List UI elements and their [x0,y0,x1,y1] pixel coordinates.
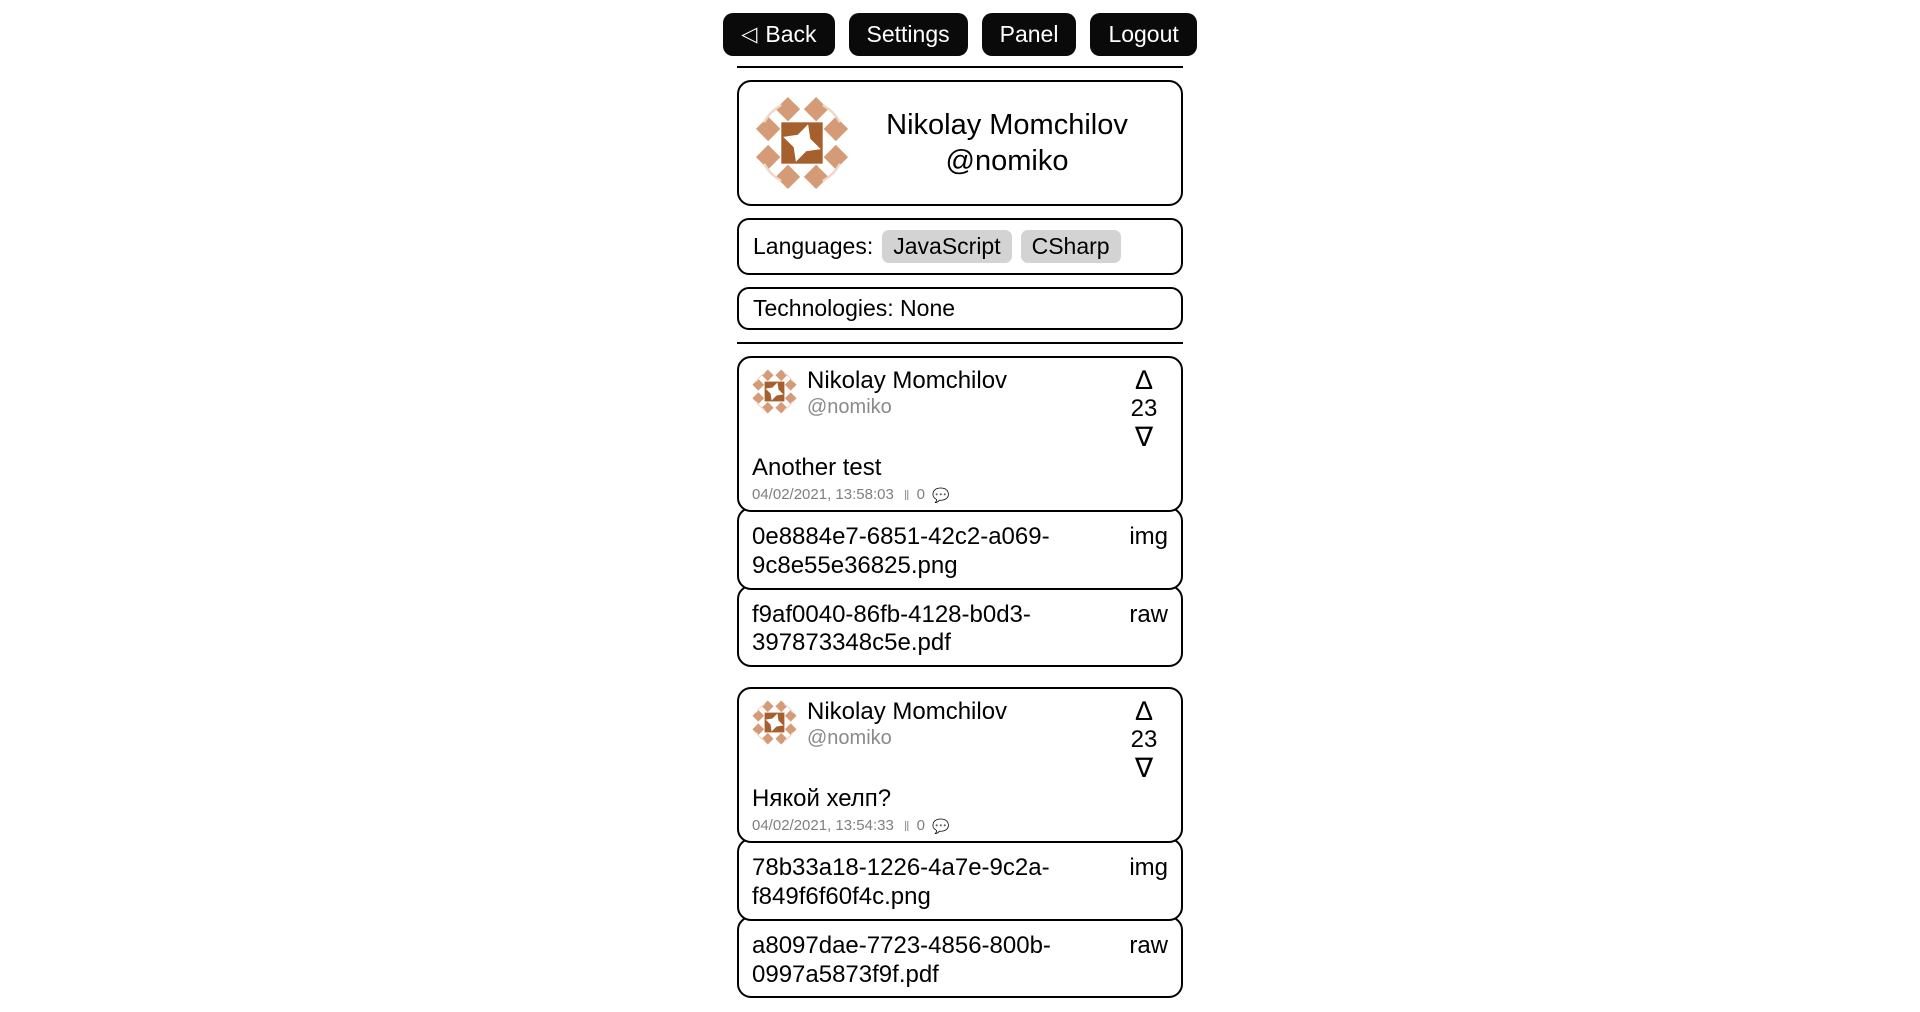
back-button[interactable]: ◁ Back [723,13,835,56]
back-button-label: Back [765,21,817,47]
attachment-row[interactable]: 0e8884e7-6851-42c2-a069-9c8e55e36825.png… [737,507,1183,590]
attachment-row[interactable]: f9af0040-86fb-4128-b0d3-397873348c5e.pdf… [737,584,1183,668]
back-arrow-icon: ◁ [741,23,758,46]
profile-name: Nikolay Momchilov [886,108,1128,141]
post-title: Някой хелп? [752,785,892,813]
post-group: Nikolay Momchilov @nomiko ∆ 23 ∇ Някой х… [737,687,1183,999]
comment-bubble-icon: 💬 [931,817,950,834]
posts-divider [737,342,1183,344]
post-author-handle: @nomiko [807,395,892,418]
post-card[interactable]: Nikolay Momchilov @nomiko ∆ 23 ∇ Another… [737,356,1183,512]
profile-card: Nikolay Momchilov @nomiko [737,80,1183,206]
language-tag-csharp: CSharp [1020,230,1121,263]
post-group: Nikolay Momchilov @nomiko ∆ 23 ∇ Another… [737,356,1183,668]
post-title: Another test [752,454,882,481]
attachments: 78b33a18-1226-4a7e-9c2a-f849f6f60f4c.png… [737,838,1183,999]
upvote-button[interactable]: ∆ [1120,367,1168,394]
upvote-button[interactable]: ∆ [1120,698,1168,725]
profile-handle: @nomiko [945,145,1069,177]
vote-count: 23 [1130,395,1158,422]
top-divider [737,66,1183,68]
vote-block: ∆ 23 ∇ [1120,367,1168,451]
post-author-avatar [752,700,797,745]
top-nav: ◁ Back Settings Panel Logout [0,0,1920,56]
posts-list: Nikolay Momchilov @nomiko ∆ 23 ∇ Another… [737,356,1183,1012]
attachment-row[interactable]: a8097dae-7723-4856-800b-0997a5873f9f.pdf… [737,915,1183,999]
post-timestamp: 04/02/2021, 13:58:03 [752,486,894,503]
attachment-type-label: raw [1129,931,1168,959]
vote-block: ∆ 23 ∇ [1120,698,1168,782]
attachments: 0e8884e7-6851-42c2-a069-9c8e55e36825.png… [737,507,1183,668]
post-author-name: Nikolay Momchilov [807,367,1008,394]
settings-button[interactable]: Settings [848,13,968,56]
logout-button[interactable]: Logout [1090,13,1197,56]
attachment-type-label: img [1129,523,1168,550]
panel-button[interactable]: Panel [981,13,1077,56]
post-card[interactable]: Nikolay Momchilov @nomiko ∆ 23 ∇ Някой х… [737,687,1183,844]
attachment-filename: a8097dae-7723-4856-800b-0997a5873f9f.pdf [752,931,1051,988]
technologies-label: Technologies: None [753,295,956,321]
attachment-filename: f9af0040-86fb-4128-b0d3-397873348c5e.pdf [752,600,1031,657]
post-timestamp: 04/02/2021, 13:54:33 [752,817,894,835]
post-meta: 04/02/2021, 13:54:33 ‖ 0 💬 [752,817,1168,834]
downvote-button[interactable]: ∇ [1120,755,1168,782]
attachment-row[interactable]: 78b33a18-1226-4a7e-9c2a-f849f6f60f4c.png… [737,838,1183,921]
comment-count: 0 [916,817,925,835]
post-author-handle: @nomiko [807,726,892,749]
attachment-type-label: raw [1129,600,1168,628]
post-author-name: Nikolay Momchilov [807,698,1008,726]
languages-card: Languages: JavaScript CSharp [737,218,1183,275]
language-tag-javascript: JavaScript [882,230,1012,263]
technologies-card: Technologies: None [737,287,1183,330]
post-meta: 04/02/2021, 13:58:03 ‖ 0 💬 [752,486,1168,503]
languages-label: Languages: [753,233,874,259]
attachment-filename: 0e8884e7-6851-42c2-a069-9c8e55e36825.png [752,523,1050,579]
meta-separator: ‖ [903,817,910,834]
profile-avatar [755,96,849,190]
meta-separator: ‖ [903,486,910,503]
attachment-type-label: img [1129,854,1168,882]
comment-bubble-icon: 💬 [931,486,950,503]
post-author-avatar [752,369,797,414]
vote-count: 23 [1130,726,1158,754]
comment-count: 0 [916,486,925,503]
downvote-button[interactable]: ∇ [1120,424,1168,451]
attachment-filename: 78b33a18-1226-4a7e-9c2a-f849f6f60f4c.png [752,854,1050,910]
